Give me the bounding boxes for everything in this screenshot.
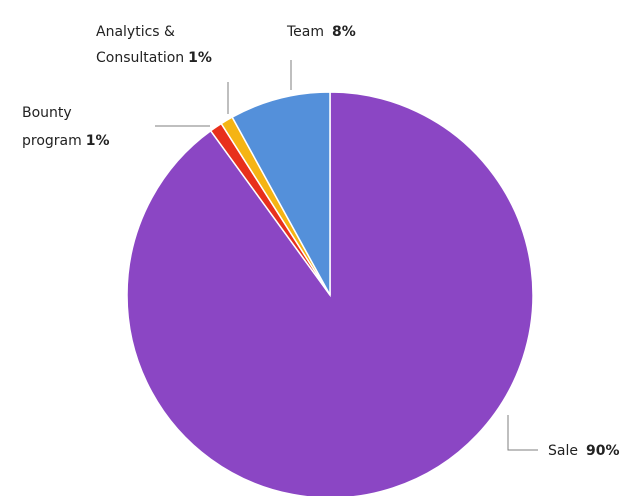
slice-label-analytics-line2: Consultation (96, 50, 184, 66)
slice-label-bounty-line2: program (22, 133, 82, 149)
slice-label-analytics-pct: 1% (188, 50, 212, 66)
slice-label-analytics-line1: Analytics & (96, 24, 175, 40)
slice-label-team-pct: 8% (332, 24, 356, 40)
pie-slice-team (231, 91, 331, 296)
leader-line-sale (507, 415, 538, 451)
slice-label-bounty-line1: Bounty (22, 105, 72, 121)
slice-label-bounty: program 1% (22, 133, 110, 149)
slice-label-bounty-pct: 1% (86, 133, 110, 149)
slice-label-team-name: Team (286, 24, 324, 40)
pie-slices (126, 91, 534, 496)
slice-label-sale-pct: 90% (586, 443, 620, 459)
slice-label-analytics: Consultation 1% (96, 50, 212, 66)
slice-label-sale: Sale 90% (548, 443, 619, 459)
slice-label-sale-name: Sale (548, 443, 578, 459)
slice-label-team: Team 8% (286, 24, 356, 40)
